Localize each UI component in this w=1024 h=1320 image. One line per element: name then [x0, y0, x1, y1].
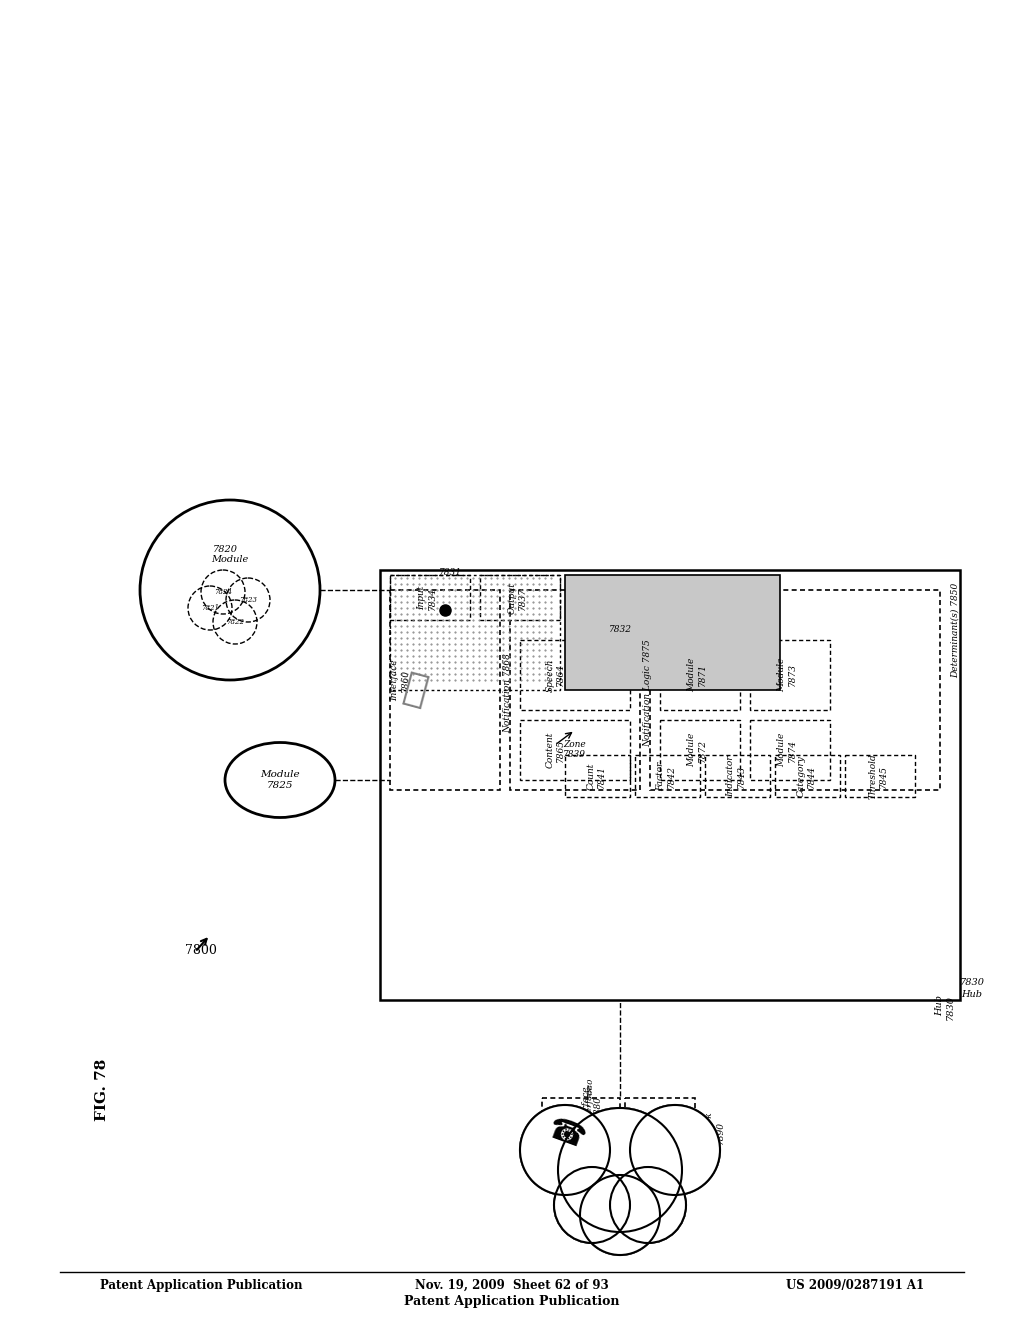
Text: Notification 7868: Notification 7868	[504, 653, 512, 733]
Circle shape	[520, 1105, 610, 1195]
Text: 7823: 7823	[239, 597, 257, 605]
Text: Speech
7864: Speech 7864	[546, 659, 564, 692]
Text: Determinant(s) 7850: Determinant(s) 7850	[951, 582, 961, 677]
Text: 7824: 7824	[214, 587, 232, 597]
Circle shape	[554, 1167, 630, 1243]
Text: Factor
7842: Factor 7842	[656, 762, 676, 791]
Text: Content
7865: Content 7865	[546, 731, 564, 768]
Text: 7830: 7830	[959, 978, 984, 987]
Text: Module
7872: Module 7872	[687, 733, 707, 767]
Text: Indicator
7843: Indicator 7843	[726, 755, 745, 797]
Text: Hub: Hub	[962, 990, 982, 999]
Circle shape	[610, 1167, 686, 1243]
Text: Network
7890: Network 7890	[706, 1113, 725, 1152]
Text: Count
7841: Count 7841	[587, 763, 606, 789]
Text: US 2009/0287191 A1: US 2009/0287191 A1	[785, 1279, 924, 1291]
Text: Threshold
7845: Threshold 7845	[868, 754, 888, 799]
Text: Interface: Interface	[586, 1085, 594, 1125]
Circle shape	[630, 1105, 720, 1195]
Text: Output
7837: Output 7837	[507, 582, 526, 614]
Circle shape	[630, 1105, 720, 1195]
Text: Interface
7860: Interface 7860	[390, 659, 410, 701]
Circle shape	[580, 1175, 660, 1255]
Text: 7800: 7800	[185, 944, 217, 957]
Circle shape	[520, 1105, 610, 1195]
Text: Notification Logic 7875: Notification Logic 7875	[643, 639, 652, 747]
Text: ☎: ☎	[544, 1115, 590, 1155]
Text: Module: Module	[211, 556, 249, 565]
Text: 7821: 7821	[201, 605, 219, 612]
Text: Module
7871: Module 7871	[687, 657, 707, 692]
Text: Module
7874: Module 7874	[777, 733, 797, 767]
Circle shape	[610, 1167, 686, 1243]
Text: Module
7825: Module 7825	[260, 771, 300, 789]
Text: 7820: 7820	[213, 545, 238, 554]
Text: 7831: 7831	[438, 568, 462, 577]
Text: 7832: 7832	[608, 626, 632, 635]
Text: Zone
7839: Zone 7839	[563, 741, 586, 759]
Circle shape	[580, 1175, 660, 1255]
FancyBboxPatch shape	[565, 576, 780, 690]
Text: Patent Application Publication: Patent Application Publication	[100, 1279, 302, 1291]
Text: Patent Application Publication: Patent Application Publication	[404, 1295, 620, 1308]
Circle shape	[558, 1107, 682, 1232]
Text: Nov. 19, 2009  Sheet 62 of 93: Nov. 19, 2009 Sheet 62 of 93	[415, 1279, 609, 1291]
Text: Module
7873: Module 7873	[777, 657, 797, 692]
Text: 7822: 7822	[226, 618, 244, 626]
Text: Interface
7880: Interface 7880	[583, 1086, 602, 1127]
Text: ✋: ✋	[398, 669, 431, 711]
Text: Input
7834: Input 7834	[418, 586, 436, 610]
Text: Logging
Module
7885: Logging Module 7885	[630, 1113, 659, 1151]
Text: FIG. 78: FIG. 78	[95, 1059, 109, 1121]
Circle shape	[558, 1107, 682, 1232]
Text: Hub
7830: Hub 7830	[936, 995, 955, 1020]
Circle shape	[554, 1167, 630, 1243]
Text: Category
7844: Category 7844	[797, 755, 816, 797]
Text: 7880: 7880	[586, 1077, 594, 1098]
